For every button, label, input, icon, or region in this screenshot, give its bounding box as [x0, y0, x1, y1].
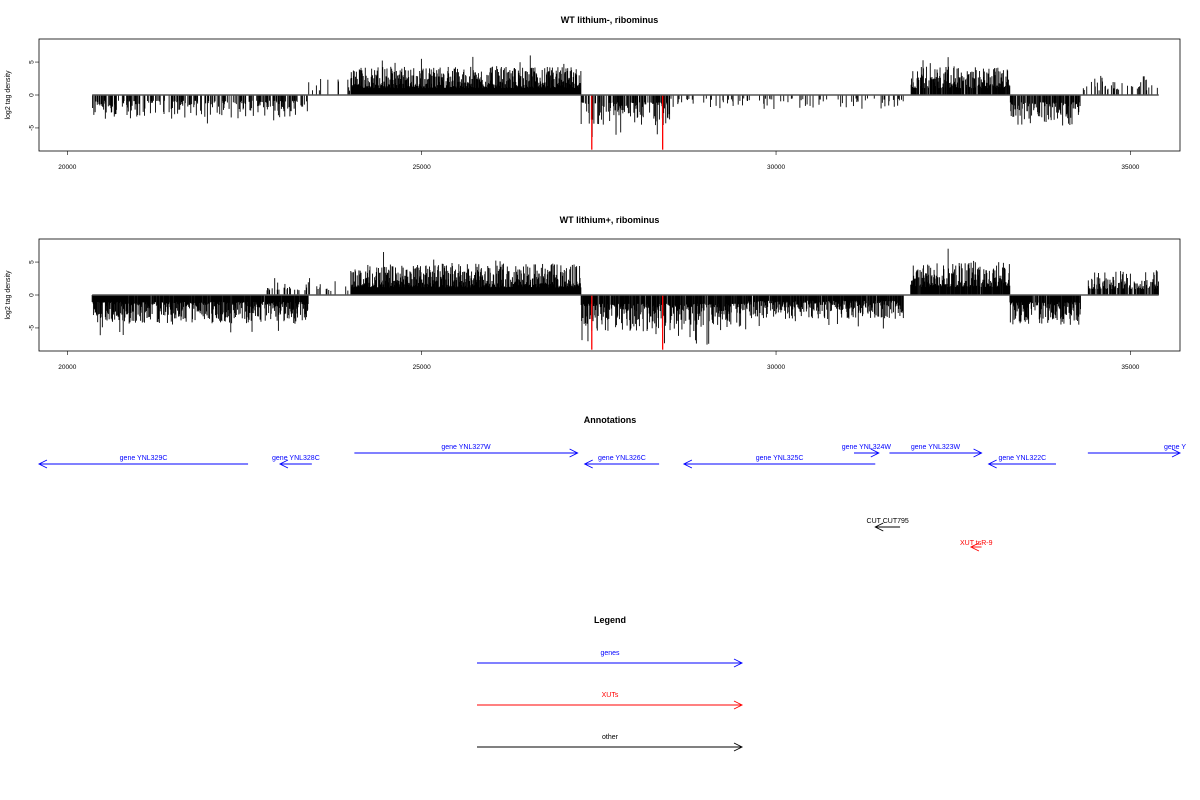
annotation-arrowhead — [973, 448, 983, 458]
legend-item-arrowhead — [733, 742, 744, 752]
y-tick-label: -5 — [29, 125, 36, 131]
x-tick-label: 20000 — [58, 164, 76, 171]
annotation-label: gene YNL322C — [998, 455, 1046, 462]
legend-item-label: other — [602, 734, 619, 741]
chart-title: WT lithium-, ribominus — [561, 15, 659, 25]
annotation-arrowhead — [874, 522, 884, 532]
x-tick-label: 35000 — [1121, 164, 1139, 171]
x-tick-label: 35000 — [1121, 364, 1139, 371]
annotation-label: gene YNL328C — [272, 455, 320, 462]
y-tick-label: -5 — [29, 325, 36, 331]
y-axis-label: log2 tag density — [5, 70, 12, 120]
annotation-label: CUT CUT795 — [867, 518, 909, 525]
legend-item-arrowhead — [733, 700, 744, 710]
legend: Legend genes XUTs other — [477, 615, 744, 752]
annotation-label: gene YNL325C — [756, 455, 804, 462]
annotation-label: gene YNL323W — [911, 444, 961, 451]
x-tick-label: 30000 — [767, 164, 785, 171]
y-tick-label: 5 — [29, 260, 36, 264]
track-panel-2: WT lithium+, ribominus log2 tag density -5… — [5, 215, 1181, 371]
annotation-label: gene YNL329C — [120, 455, 168, 462]
annotation-label: gene YNL326C — [598, 455, 646, 462]
annotation-arrowhead — [987, 459, 997, 469]
density-bars — [92, 55, 1158, 150]
annotation-arrowhead — [583, 459, 593, 469]
chart-title: WT lithium+, ribominus — [560, 215, 660, 225]
legend-title: Legend — [594, 615, 626, 625]
y-tick-label: 0 — [29, 293, 36, 297]
annotation-arrowhead — [569, 448, 579, 458]
y-axis-label: log2 tag density — [5, 270, 12, 320]
x-tick-label: 25000 — [413, 164, 431, 171]
density-bars — [91, 248, 1159, 350]
y-tick-label: 0 — [29, 93, 36, 97]
legend-item-label: genes — [600, 650, 620, 657]
annotation-label: gene YNL324W — [842, 444, 892, 451]
annotation-arrowhead — [682, 459, 693, 469]
annotation-arrowhead — [870, 448, 880, 458]
legend-item-label: XUTs — [602, 692, 619, 699]
annotation-label: gene YNL327W — [441, 444, 491, 451]
annotation-arrowhead — [278, 459, 289, 469]
legend-item-arrowhead — [733, 658, 744, 668]
y-tick-label: 5 — [29, 60, 36, 64]
annotation-arrowhead — [969, 542, 980, 552]
x-tick-label: 20000 — [58, 364, 76, 371]
annotation-label: XUT tsR-9 — [960, 540, 993, 547]
annotations-title: Annotations — [584, 415, 637, 425]
track-panel-1: WT lithium-, ribominus log2 tag density -5… — [5, 15, 1181, 171]
annotation-label: gene Y — [1164, 444, 1186, 451]
annotation-arrowhead — [37, 459, 48, 469]
annotation-arrowhead — [1171, 448, 1182, 458]
annotations-track: Annotations gene YNL329C gene YNL328C gene … — [37, 415, 1186, 552]
x-tick-label: 30000 — [767, 364, 785, 371]
x-tick-label: 25000 — [413, 364, 431, 371]
